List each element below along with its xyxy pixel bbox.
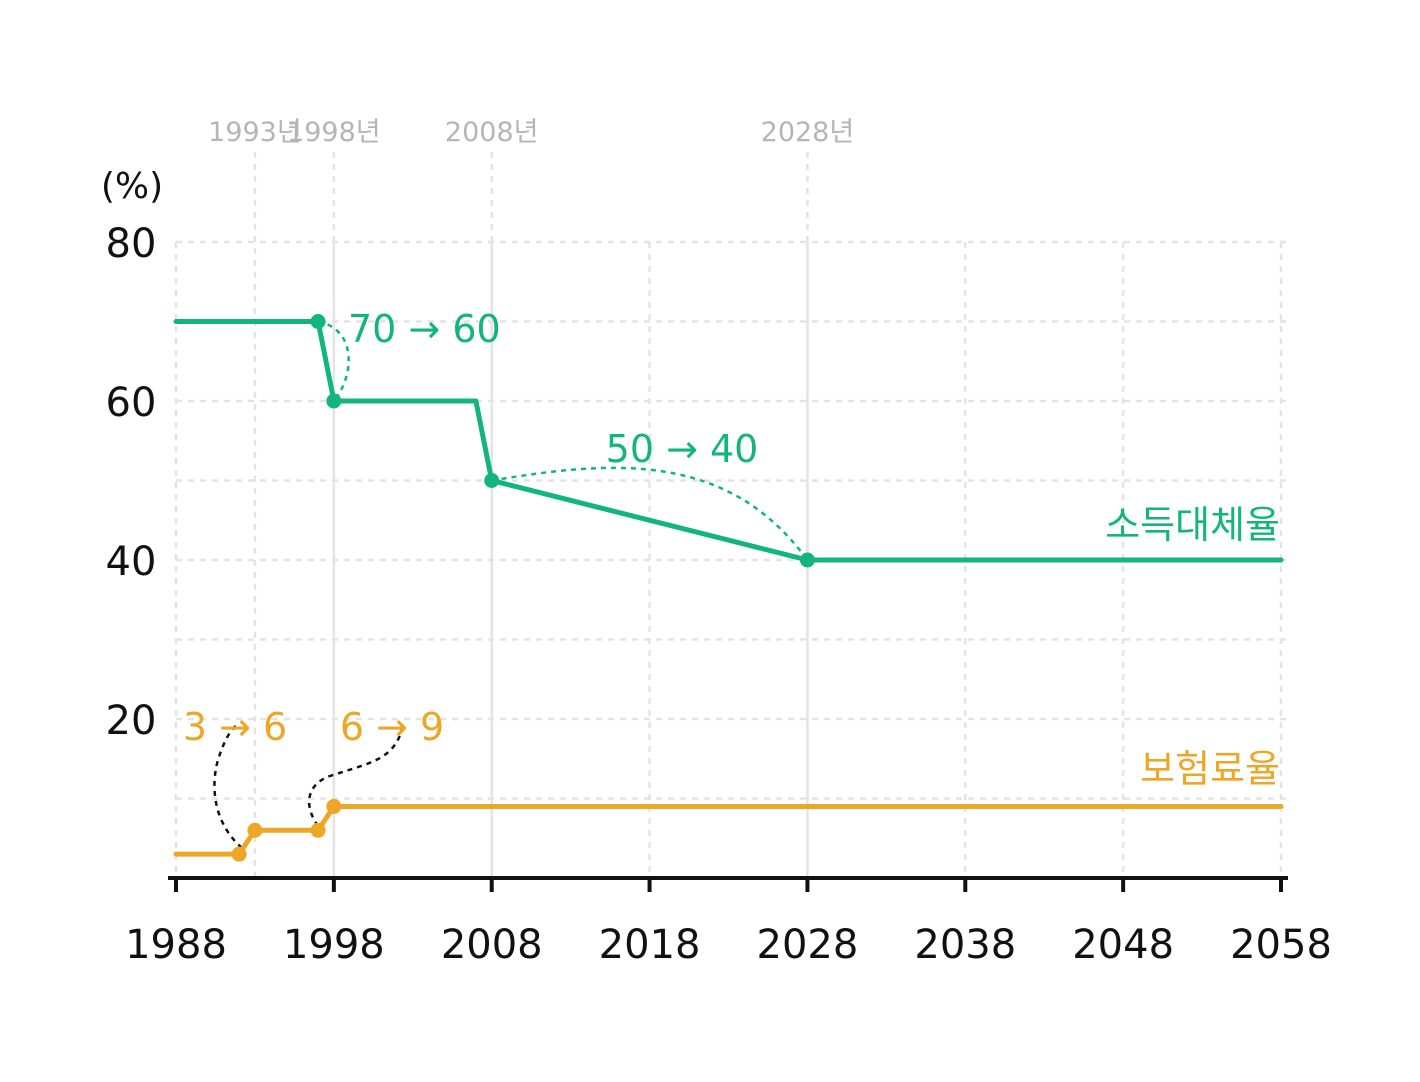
annotation-curve-6-9	[307, 725, 404, 827]
annotation-label: 70 → 60	[348, 307, 501, 351]
x-tick-label: 2028	[757, 922, 859, 968]
x-tick-label: 2048	[1072, 922, 1174, 968]
series-label-contribution-rate: 보험료율	[1140, 747, 1280, 791]
series-point-marker	[310, 822, 326, 838]
series-point-marker	[326, 798, 342, 814]
y-unit-label: (%)	[101, 166, 163, 207]
reference-year-label: 1993년	[208, 117, 302, 148]
y-tick-label: 60	[106, 380, 157, 426]
annotation-curve-70-60	[317, 320, 350, 402]
reference-year-label: 2028년	[761, 117, 855, 148]
y-tick-label: 80	[106, 221, 157, 267]
annotation-label: 50 → 40	[606, 427, 759, 471]
series-point-marker	[484, 473, 500, 488]
x-tick-label: 1998	[283, 922, 385, 968]
annotation-label: 3 → 6	[183, 705, 287, 749]
series-line-contribution-rate	[173, 804, 1284, 857]
reference-year-label: 2008년	[445, 117, 539, 148]
axes: 1988 1998 2008 2018 2028 2038 2048 2058 20 40 60 80…	[101, 166, 1332, 968]
series-point-marker	[247, 822, 263, 838]
x-tick-label: 2038	[914, 922, 1016, 968]
reference-year-label: 1998년	[287, 117, 381, 148]
x-tick-label: 2018	[599, 922, 701, 968]
x-tick-label: 2058	[1230, 922, 1332, 968]
series-point-marker	[231, 846, 247, 862]
series-label-replacement-rate: 소득대체율	[1105, 503, 1280, 547]
x-tick-label: 1988	[125, 922, 227, 968]
annotation-label: 6 → 9	[340, 705, 444, 749]
series-point-marker	[799, 552, 815, 568]
series-point-marker	[326, 393, 342, 409]
data-series	[173, 314, 1284, 862]
annotation-curves	[213, 320, 809, 849]
series-point-marker	[310, 314, 326, 329]
x-tick-label: 2008	[441, 922, 543, 968]
annotation-curve-50-40	[491, 466, 809, 561]
y-tick-label: 40	[106, 539, 157, 585]
y-tick-label: 20	[106, 698, 157, 744]
annotation-curve-3-6	[213, 724, 243, 849]
